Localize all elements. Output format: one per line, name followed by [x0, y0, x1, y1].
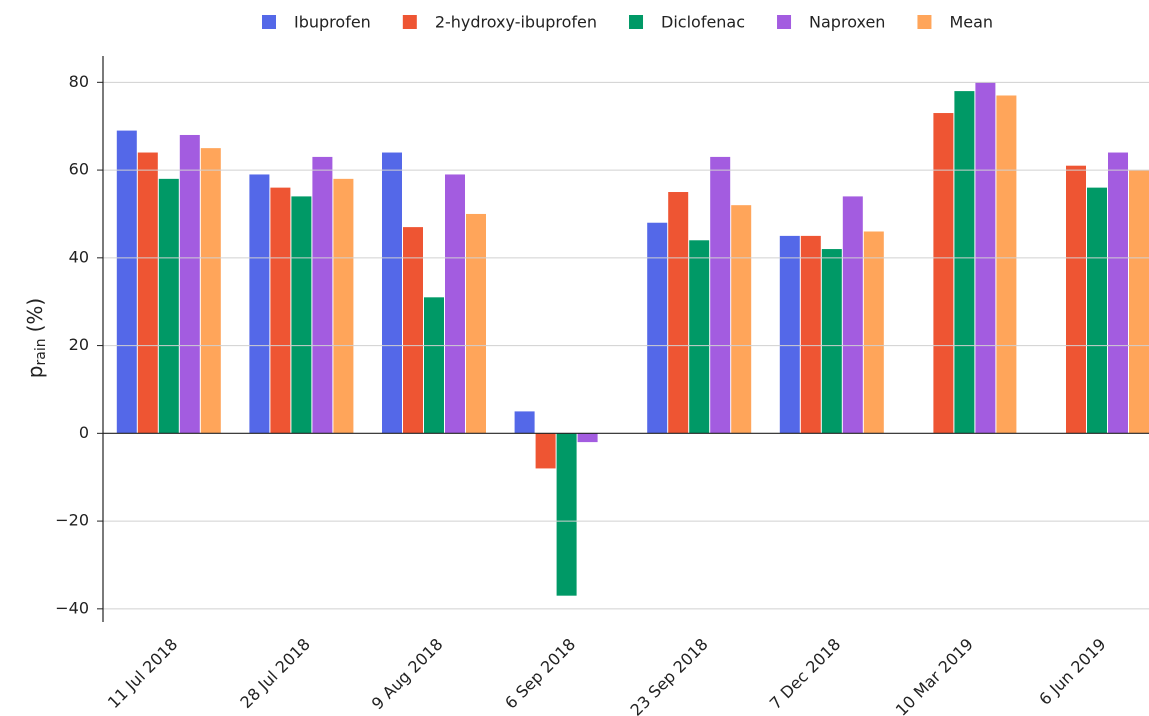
bar — [403, 227, 423, 434]
bar — [731, 205, 752, 434]
x-tick-label: 6 Jun 2019 — [1035, 635, 1109, 709]
x-tick-label: 23 Sep 2018 — [627, 635, 712, 716]
bar — [1108, 152, 1128, 434]
legend-label: Ibuprofen — [294, 13, 371, 32]
bar — [137, 152, 158, 434]
bar — [779, 235, 800, 434]
y-tick-label: 20 — [69, 335, 89, 354]
bar — [800, 235, 821, 434]
bar — [270, 187, 291, 434]
legend-label: Diclofenac — [661, 13, 745, 32]
bar — [200, 148, 221, 434]
legend-swatch — [402, 15, 417, 29]
y-label-sub: rain — [33, 338, 49, 365]
legend-label: 2-hydroxy-ibuprofen — [435, 13, 597, 32]
bar — [1087, 187, 1107, 434]
bar — [466, 213, 486, 434]
bar — [710, 156, 731, 434]
bar — [933, 113, 954, 434]
y-tick-label: 60 — [69, 160, 89, 179]
bar — [382, 152, 402, 434]
bar — [249, 174, 270, 434]
y-tick-label: −40 — [55, 598, 89, 617]
legend-swatch — [629, 15, 644, 29]
bar — [689, 240, 710, 434]
y-axis-label: prain (%) — [23, 298, 50, 378]
bar — [863, 231, 884, 434]
y-tick-label: 0 — [79, 423, 89, 442]
bar — [312, 156, 333, 434]
bar — [535, 433, 556, 469]
y-tick-label: −20 — [55, 511, 89, 530]
bar — [821, 249, 842, 434]
bar — [668, 192, 689, 434]
legend-swatch — [917, 15, 932, 29]
bar — [1129, 170, 1149, 434]
bar — [954, 91, 975, 434]
x-tick-label: 9 Aug 2018 — [368, 635, 447, 714]
y-label-unit: (%) — [23, 298, 47, 333]
x-tick-label: 10 Mar 2019 — [892, 635, 977, 716]
x-tick-label: 11 Jul 2018 — [104, 635, 181, 712]
bar — [424, 297, 444, 434]
bar — [514, 411, 535, 434]
bar — [179, 134, 200, 434]
bar — [556, 433, 577, 596]
bar — [445, 174, 465, 434]
legend-label: Mean — [949, 13, 993, 32]
bar — [577, 433, 598, 443]
bar — [291, 196, 312, 434]
bar — [116, 130, 137, 434]
x-tick-label: 28 Jul 2018 — [236, 635, 313, 712]
bar — [158, 178, 179, 434]
bar — [1066, 165, 1086, 434]
legend-label: Naproxen — [809, 13, 885, 32]
x-tick-label: 7 Dec 2018 — [766, 635, 845, 714]
bar — [647, 222, 668, 434]
y-tick-label: 80 — [69, 72, 89, 91]
bar — [333, 178, 354, 434]
legend-swatch — [262, 15, 276, 29]
bar — [996, 95, 1017, 434]
y-tick-label: 40 — [69, 247, 89, 266]
bar — [842, 196, 863, 434]
x-tick-label: 6 Sep 2018 — [501, 635, 579, 713]
legend-swatch — [777, 15, 792, 29]
plot-area — [116, 82, 1149, 596]
y-label-main: p — [23, 366, 47, 379]
